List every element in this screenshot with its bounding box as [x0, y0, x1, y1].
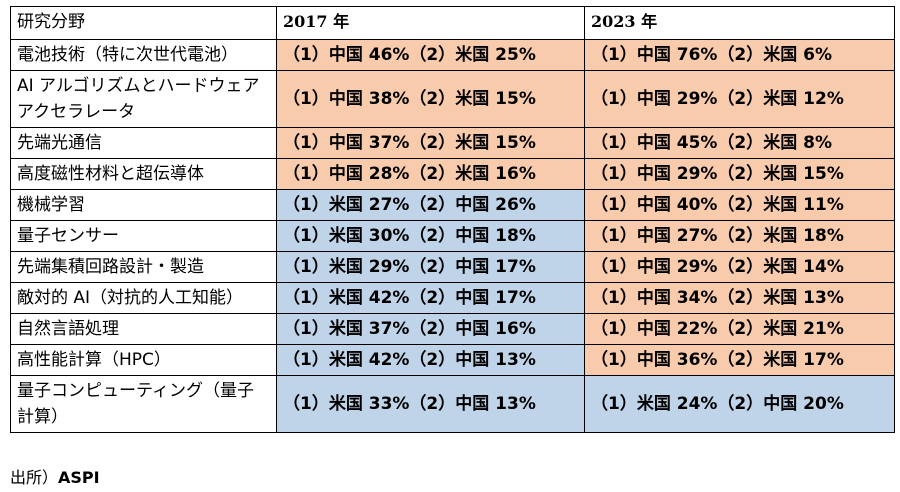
ranking-2023-cell: （1）中国 29%（2）米国 14%: [584, 251, 895, 283]
field-cell: 機械学習: [10, 189, 277, 221]
header-field: 研究分野: [10, 6, 277, 40]
header-2023: 2023 年: [584, 6, 895, 40]
ranking-2017-cell: （1）中国 46%（2）米国 25%: [276, 39, 585, 71]
source-name: ASPI: [58, 468, 100, 487]
field-cell: 量子コンピューティング（量子計算）: [10, 375, 277, 433]
field-cell: 電池技術（特に次世代電池）: [10, 39, 277, 71]
field-cell: 自然言語処理: [10, 313, 277, 345]
ranking-2017-cell: （1）米国 27%（2）中国 26%: [276, 189, 585, 221]
ranking-2017-cell: （1）米国 33%（2）中国 13%: [276, 375, 585, 433]
ranking-2023-cell: （1）中国 40%（2）米国 11%: [584, 189, 895, 221]
ranking-2023-cell: （1）中国 22%（2）米国 21%: [584, 313, 895, 345]
ranking-2023-cell: （1）中国 76%（2）米国 6%: [584, 39, 895, 71]
table-row: 自然言語処理 （1）米国 37%（2）中国 16% （1）中国 22%（2）米国 2…: [10, 313, 895, 345]
ranking-2023-cell: （1）中国 29%（2）米国 15%: [584, 158, 895, 190]
table-row: AI アルゴリズムとハードウェアアクセラレータ （1）中国 38%（2）米国 15…: [10, 70, 895, 128]
table-row: 先端集積回路設計・製造 （1）米国 29%（2）中国 17% （1）中国 29%（2…: [10, 251, 895, 283]
ranking-2017-cell: （1）米国 30%（2）中国 18%: [276, 220, 585, 252]
field-cell: 高性能計算（HPC）: [10, 344, 277, 376]
ranking-2017-cell: （1）中国 37%（2）米国 15%: [276, 127, 585, 159]
ranking-2017-cell: （1）中国 38%（2）米国 15%: [276, 70, 585, 128]
field-cell: 量子センサー: [10, 220, 277, 252]
field-cell: 高度磁性材料と超伝導体: [10, 158, 277, 190]
ranking-2017-cell: （1）米国 29%（2）中国 17%: [276, 251, 585, 283]
field-cell: AI アルゴリズムとハードウェアアクセラレータ: [10, 70, 277, 128]
table-row: 機械学習 （1）米国 27%（2）中国 26% （1）中国 40%（2）米国 11%: [10, 189, 895, 221]
ranking-2023-cell: （1）中国 34%（2）米国 13%: [584, 282, 895, 314]
table-row: 量子センサー （1）米国 30%（2）中国 18% （1）中国 27%（2）米国 1…: [10, 220, 895, 252]
ranking-2017-cell: （1）米国 42%（2）中国 17%: [276, 282, 585, 314]
ranking-2023-cell: （1）中国 27%（2）米国 18%: [584, 220, 895, 252]
ranking-2017-cell: （1）米国 42%（2）中国 13%: [276, 344, 585, 376]
ranking-2023-cell: （1）中国 36%（2）米国 17%: [584, 344, 895, 376]
research-table: 研究分野 2017 年 2023 年 電池技術（特に次世代電池） （1）中国 46…: [10, 6, 895, 433]
table-row: 高性能計算（HPC） （1）米国 42%（2）中国 13% （1）中国 36%（2）…: [10, 344, 895, 376]
ranking-2017-cell: （1）米国 37%（2）中国 16%: [276, 313, 585, 345]
ranking-2023-cell: （1）中国 45%（2）米国 8%: [584, 127, 895, 159]
header-row: 研究分野 2017 年 2023 年: [10, 6, 895, 40]
table-row: 量子コンピューティング（量子計算） （1）米国 33%（2）中国 13% （1）米国…: [10, 375, 895, 433]
table-row: 電池技術（特に次世代電池） （1）中国 46%（2）米国 25% （1）中国 76%…: [10, 39, 895, 71]
header-2017: 2017 年: [276, 6, 585, 40]
field-cell: 先端光通信: [10, 127, 277, 159]
table-row: 高度磁性材料と超伝導体 （1）中国 28%（2）米国 16% （1）中国 29%（2…: [10, 158, 895, 190]
ranking-2017-cell: （1）中国 28%（2）米国 16%: [276, 158, 585, 190]
source-prefix: 出所）: [10, 468, 59, 487]
ranking-2023-cell: （1）米国 24%（2）中国 20%: [584, 375, 895, 433]
table-row: 先端光通信 （1）中国 37%（2）米国 15% （1）中国 45%（2）米国 8%: [10, 127, 895, 159]
field-cell: 先端集積回路設計・製造: [10, 251, 277, 283]
table-row: 敵対的 AI（対抗的人工知能） （1）米国 42%（2）中国 17% （1）中国 3…: [10, 282, 895, 314]
ranking-2023-cell: （1）中国 29%（2）米国 12%: [584, 70, 895, 128]
source-note: 出所）ASPI: [10, 467, 100, 489]
field-cell: 敵対的 AI（対抗的人工知能）: [10, 282, 277, 314]
